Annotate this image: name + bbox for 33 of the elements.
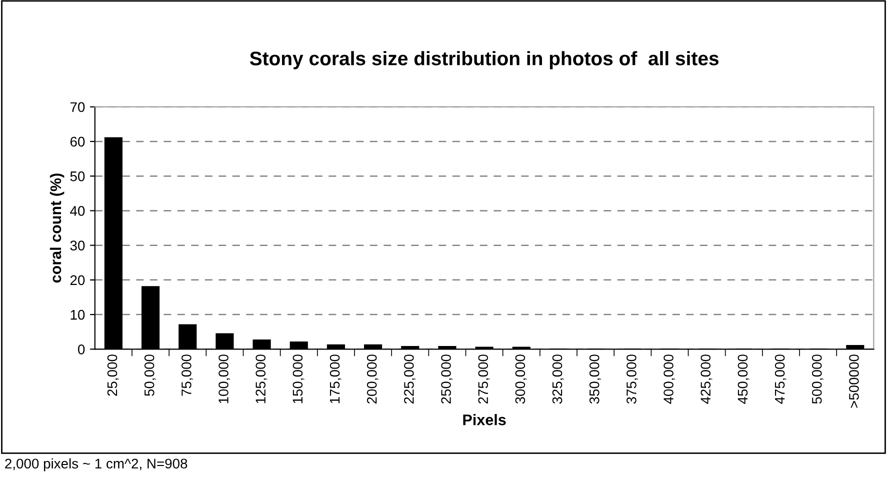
chart-title: Stony corals size distribution in photos of all sites: [250, 51, 719, 70]
y-tick-label: 10: [70, 310, 85, 320]
y-tick-label: 20: [70, 275, 85, 286]
y-tick-label: 50: [70, 171, 85, 182]
x-tick-label: 125,000: [256, 354, 268, 404]
x-tick-label: 350,000: [589, 354, 601, 404]
x-tick-label: 175,000: [330, 354, 342, 404]
x-tick-label: 50,000: [144, 354, 156, 396]
y-tick-label: 70: [70, 102, 85, 112]
x-tick-label: >500000: [849, 354, 859, 408]
y-tick-label: 40: [70, 206, 85, 216]
x-tick-label: 250,000: [441, 354, 453, 404]
x-tick-label: 425,000: [700, 354, 712, 404]
x-tick-label: 475,000: [774, 354, 786, 404]
y-axis-title: coral count (%): [50, 174, 64, 283]
y-tick-label: 0: [78, 344, 85, 354]
y-tick-label: 60: [70, 136, 85, 147]
x-tick-label: 450,000: [738, 354, 750, 404]
x-tick-label: 150,000: [292, 354, 304, 404]
x-tick-label: 75,000: [182, 354, 193, 396]
y-tick-label: 30: [70, 240, 85, 250]
x-tick-label: 300,000: [515, 354, 527, 404]
x-axis-title: Pixels: [463, 414, 506, 426]
x-tick-label: 500,000: [812, 354, 824, 404]
x-tick-label: 25,000: [107, 354, 119, 396]
x-tick-label: 400,000: [664, 354, 676, 404]
x-tick-label: 225,000: [404, 354, 416, 404]
x-tick-label: 100,000: [218, 354, 230, 404]
x-tick-label: 325,000: [552, 354, 564, 404]
x-tick-label: 200,000: [366, 354, 378, 404]
x-tick-label: 275,000: [478, 354, 490, 404]
text: 2,000 pixels ~ 1 cm^2, N=908: [5, 458, 188, 472]
x-tick-label: 375,000: [626, 354, 638, 404]
